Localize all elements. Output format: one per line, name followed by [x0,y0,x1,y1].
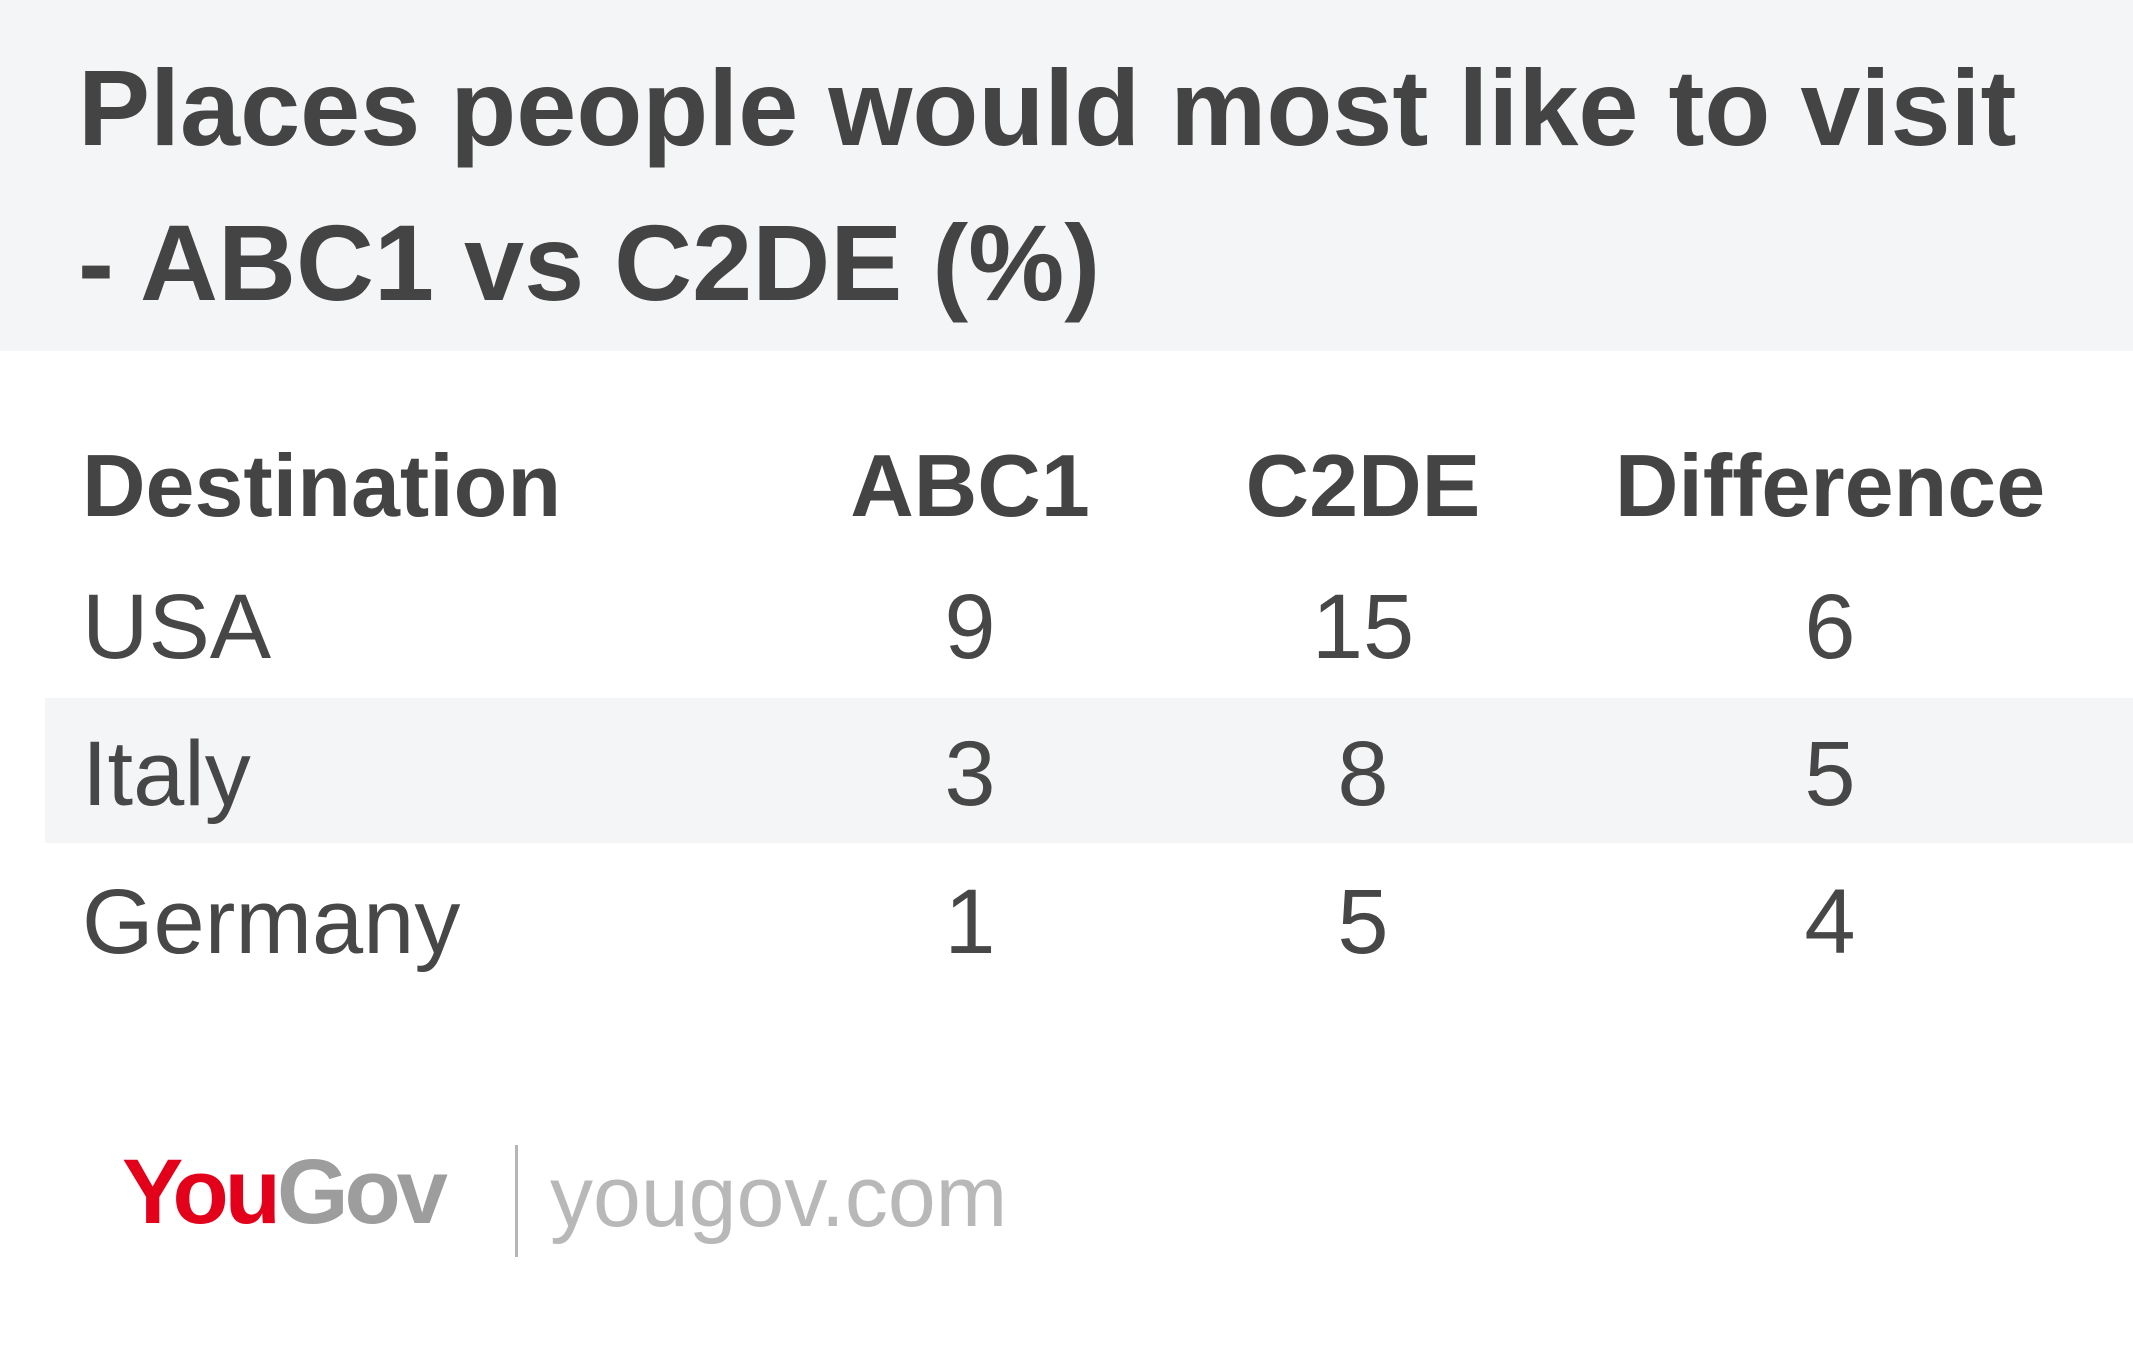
row-stripe [45,698,2133,843]
cell-value: 3 [944,723,996,825]
cell-value: 5 [1804,723,1856,825]
title: Places people would most like to visit -… [78,47,2017,323]
column-header: C2DE [1245,436,1481,535]
column-header: ABC1 [850,436,1090,535]
cell-value: 6 [1804,576,1856,678]
column-header: Destination [82,436,562,535]
cell-value: 1 [944,871,996,973]
cell-value: 9 [944,576,996,678]
column-header: Difference [1614,436,2046,535]
site-url: yougov.com [550,1149,1008,1245]
logo-gov: Gov [276,1141,448,1243]
row-label: Germany [82,871,461,973]
cell-value: 5 [1337,871,1389,973]
cell-value: 4 [1804,871,1856,973]
row-label: USA [82,576,272,678]
cell-value: 15 [1311,576,1415,678]
logo: YouGov [122,1140,448,1245]
row-label: Italy [82,723,251,825]
logo-you: You [122,1141,281,1243]
title-band: Places people would most like to visit -… [0,0,2133,351]
cell-value: 8 [1337,723,1389,825]
separator [515,1145,518,1257]
